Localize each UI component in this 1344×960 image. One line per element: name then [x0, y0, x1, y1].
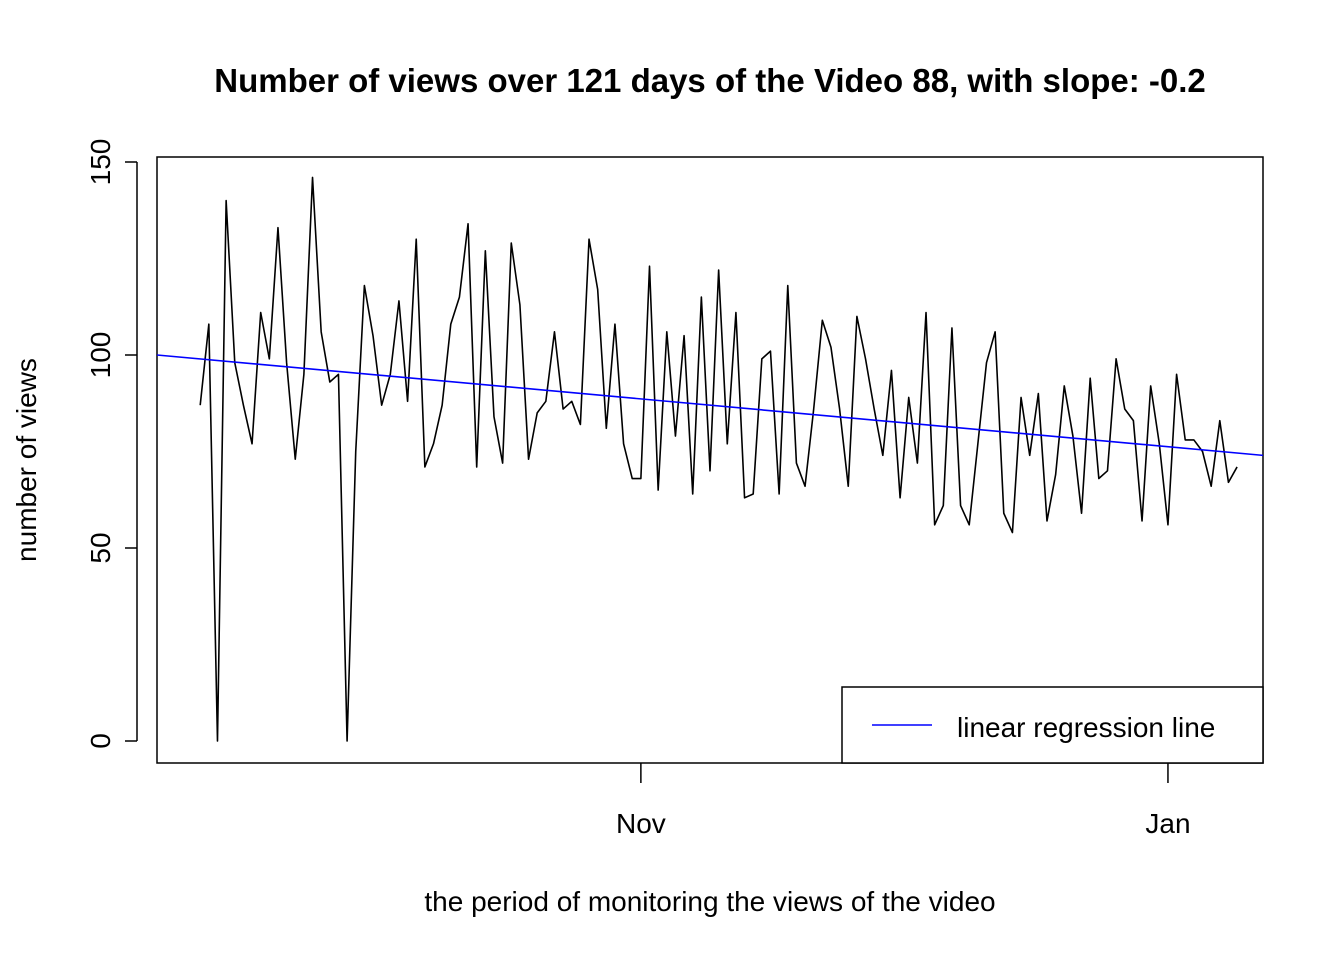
x-tick-label: Jan	[1145, 808, 1190, 839]
y-tick-label: 50	[85, 532, 116, 563]
series-layer	[156, 176, 1264, 742]
y-tick-label: 0	[85, 733, 116, 749]
regression-line	[156, 354, 1264, 457]
x-axis-label: the period of monitoring the views of th…	[424, 886, 995, 917]
y-axis: 0 50 100 150	[85, 139, 138, 749]
views-series-line	[199, 176, 1238, 742]
x-axis: Nov Jan	[616, 763, 1191, 839]
legend: linear regression line	[841, 686, 1264, 764]
plot-frame	[156, 156, 1264, 764]
chart-title: Number of views over 121 days of the Vid…	[214, 62, 1206, 99]
y-tick-label: 100	[85, 332, 116, 379]
legend-label-regression: linear regression line	[957, 712, 1215, 743]
x-tick-label: Nov	[616, 808, 666, 839]
y-tick-label: 150	[85, 139, 116, 186]
y-axis-label: number of views	[11, 358, 42, 562]
